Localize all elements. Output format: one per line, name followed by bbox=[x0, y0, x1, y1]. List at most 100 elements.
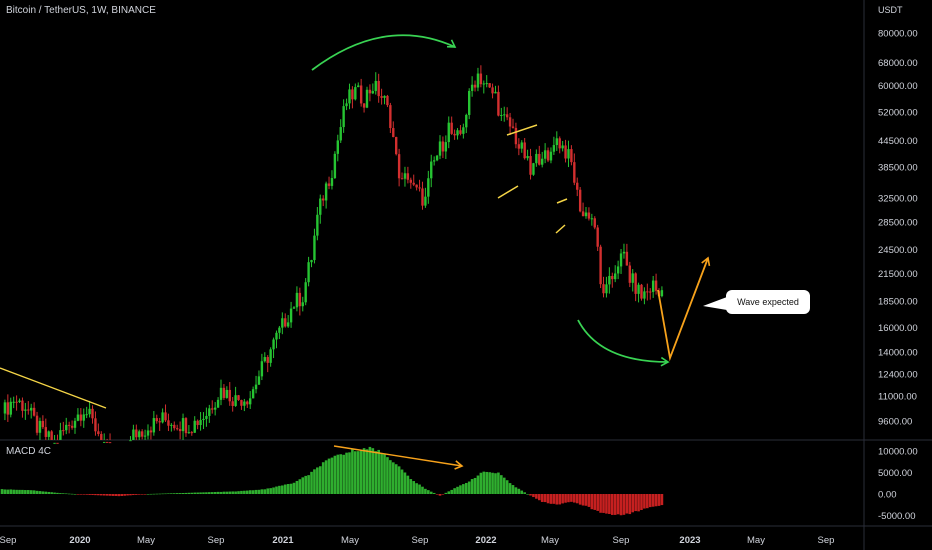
candle-body bbox=[70, 425, 74, 428]
macd-bar bbox=[222, 491, 226, 494]
candle-body bbox=[9, 401, 12, 415]
macd-bar bbox=[605, 494, 608, 514]
macd-bar bbox=[202, 492, 205, 494]
candle bbox=[140, 429, 144, 440]
candle-body bbox=[424, 196, 427, 206]
candle bbox=[430, 154, 433, 188]
candle-body bbox=[511, 126, 515, 128]
wave-expected-callout: Wave expected bbox=[726, 290, 810, 314]
candle-body bbox=[316, 214, 319, 236]
candle-body bbox=[476, 73, 480, 88]
candle bbox=[324, 181, 328, 209]
macd-bar bbox=[234, 491, 237, 494]
candle bbox=[225, 386, 229, 399]
macd-bar bbox=[616, 494, 620, 515]
candle bbox=[149, 426, 153, 440]
candle bbox=[240, 399, 243, 410]
candle bbox=[383, 95, 386, 105]
candle-body bbox=[567, 149, 570, 159]
macd-bar bbox=[140, 494, 144, 495]
macd-bar bbox=[143, 494, 147, 495]
candle bbox=[526, 149, 529, 161]
candle-body bbox=[173, 424, 176, 429]
macd-bar bbox=[380, 452, 383, 494]
macd-bar bbox=[102, 494, 106, 496]
candle-body bbox=[170, 424, 173, 426]
macd-tick-label: 10000.00 bbox=[878, 447, 918, 458]
candle bbox=[82, 408, 85, 428]
macd-bar bbox=[348, 452, 351, 494]
macd-bar bbox=[283, 484, 287, 494]
candle bbox=[158, 417, 161, 431]
candle-body bbox=[310, 260, 313, 263]
candle-body bbox=[386, 95, 389, 106]
candle bbox=[441, 136, 445, 159]
macd-bar bbox=[435, 494, 439, 495]
candle bbox=[170, 423, 173, 432]
macd-bar bbox=[170, 493, 173, 494]
macd-bar bbox=[371, 448, 375, 494]
candle bbox=[631, 269, 634, 292]
macd-bar bbox=[625, 494, 629, 514]
macd-bar bbox=[467, 481, 471, 494]
candle-body bbox=[392, 128, 395, 138]
candle bbox=[316, 207, 319, 241]
macd-bar bbox=[243, 490, 246, 494]
macd-bar bbox=[73, 494, 77, 495]
price-tick-label: 38500.00 bbox=[878, 162, 918, 173]
macd-bar bbox=[210, 492, 214, 494]
candle-body bbox=[307, 262, 310, 283]
candle bbox=[246, 400, 249, 408]
candle bbox=[47, 430, 50, 440]
macd-bar bbox=[459, 485, 462, 494]
candle-body bbox=[354, 87, 357, 100]
candle-body bbox=[88, 408, 91, 415]
candle bbox=[362, 103, 366, 113]
candle-body bbox=[608, 275, 611, 285]
time-tick-label: May bbox=[541, 535, 559, 546]
candle-body bbox=[243, 401, 246, 406]
candle bbox=[365, 86, 369, 109]
candle bbox=[135, 424, 138, 440]
price-tick-label: 80000.00 bbox=[878, 29, 918, 40]
candle-body bbox=[100, 434, 103, 440]
macd-bar bbox=[494, 473, 497, 494]
candle-body bbox=[362, 103, 366, 108]
macd-bar bbox=[41, 491, 45, 494]
candle-body bbox=[576, 182, 579, 190]
candle-body bbox=[459, 130, 462, 134]
macd-bar bbox=[596, 494, 599, 511]
candle bbox=[654, 273, 658, 295]
candle-body bbox=[30, 407, 33, 411]
macd-bar bbox=[193, 492, 197, 494]
macd-bar bbox=[578, 494, 582, 505]
candle bbox=[231, 397, 234, 412]
candle bbox=[234, 386, 237, 407]
macd-bar bbox=[389, 460, 392, 494]
candle bbox=[260, 353, 264, 381]
price-tick-label: 60000.00 bbox=[878, 81, 918, 92]
candle bbox=[395, 136, 398, 156]
candle bbox=[412, 174, 415, 187]
candle-body bbox=[555, 138, 558, 146]
macd-bar bbox=[362, 448, 366, 494]
macd-bar bbox=[216, 491, 220, 494]
candle bbox=[605, 276, 608, 298]
time-tick-label: 2022 bbox=[475, 535, 496, 546]
candle-body bbox=[324, 183, 328, 201]
candle-body bbox=[304, 282, 307, 303]
candle-body bbox=[67, 424, 71, 426]
candle-body bbox=[406, 173, 410, 180]
candle-body bbox=[53, 442, 56, 444]
candle bbox=[643, 287, 646, 305]
candle-body bbox=[27, 409, 30, 411]
candle bbox=[602, 276, 605, 298]
candle bbox=[660, 286, 664, 298]
candle-body bbox=[295, 292, 299, 308]
candle bbox=[357, 82, 360, 88]
macd-bar bbox=[251, 490, 255, 494]
macd-bar bbox=[444, 492, 448, 494]
candle-body bbox=[143, 435, 147, 437]
candle-body bbox=[181, 418, 185, 432]
